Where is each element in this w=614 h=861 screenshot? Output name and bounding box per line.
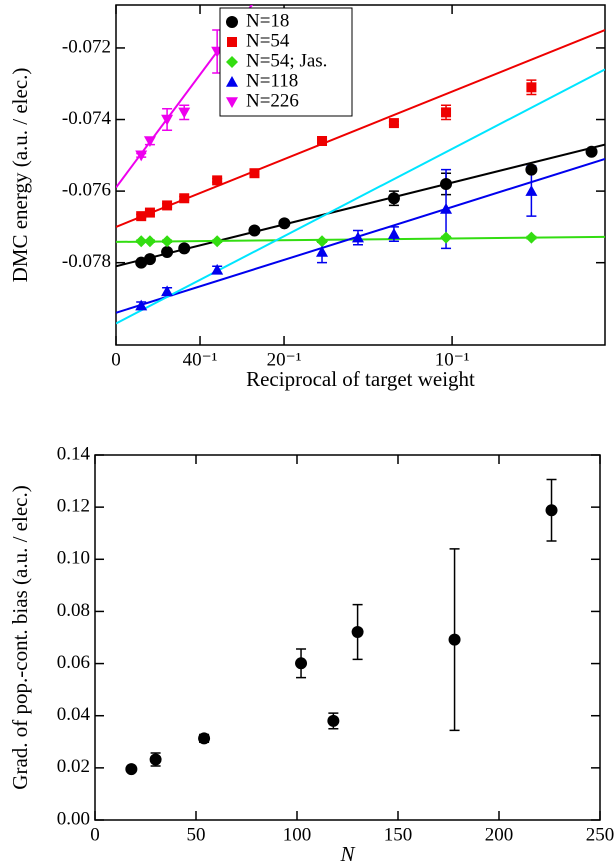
marker — [212, 175, 223, 186]
marker — [278, 217, 291, 230]
marker — [525, 231, 538, 244]
x-axis-label: Reciprocal of target weight — [246, 367, 475, 391]
x-tick-label: 200 — [485, 824, 514, 845]
legend-label: N=54 — [246, 30, 290, 51]
plot-area — [116, 5, 605, 325]
x-tick-label: 50 — [187, 824, 206, 845]
marker — [178, 242, 191, 255]
legend-label: N=18 — [246, 10, 289, 31]
marker — [585, 145, 598, 158]
y-tick-label: 0.12 — [57, 496, 90, 517]
y-tick-label: 0.04 — [57, 704, 91, 725]
marker — [136, 211, 147, 222]
marker — [295, 657, 308, 670]
marker — [135, 235, 148, 248]
marker — [448, 633, 461, 646]
x-tick-label: 0 — [90, 824, 100, 845]
marker — [162, 200, 173, 211]
marker — [161, 285, 174, 297]
marker — [317, 136, 328, 146]
marker — [387, 192, 400, 205]
legend-marker — [226, 56, 238, 68]
marker — [178, 107, 191, 119]
legend-marker — [226, 76, 238, 87]
legend-marker — [226, 97, 238, 108]
marker — [198, 732, 211, 745]
x-axis-label: N — [339, 842, 355, 861]
marker — [388, 118, 399, 129]
marker — [143, 253, 156, 266]
y-axis-label: Grad. of pop.-cont. bias (a.u. / elec.) — [8, 485, 32, 789]
y-tick-label: -0.074 — [62, 108, 112, 129]
marker — [135, 150, 148, 162]
legend-marker — [227, 37, 237, 47]
y-tick-label: -0.078 — [62, 251, 111, 272]
marker — [143, 136, 156, 147]
marker — [149, 753, 162, 766]
x-tick-label: 10⁻¹ — [435, 349, 470, 370]
y-tick-label: 0.06 — [57, 652, 90, 673]
fit-line — [116, 29, 605, 228]
marker — [545, 504, 558, 517]
marker — [440, 231, 453, 244]
marker — [327, 714, 340, 727]
x-tick-label: 150 — [384, 824, 413, 845]
y-tick-label: 0.14 — [57, 443, 91, 464]
marker — [525, 185, 538, 196]
x-tick-label: 0 — [111, 349, 121, 370]
marker — [351, 626, 364, 639]
plot-frame — [94, 454, 601, 821]
x-tick-label: 20⁻¹ — [267, 349, 302, 370]
plot-area — [126, 478, 557, 772]
marker — [248, 224, 261, 237]
legend-box — [219, 7, 353, 117]
y-tick-label: 0.00 — [57, 808, 90, 829]
marker — [316, 235, 329, 248]
y-tick-label: -0.076 — [62, 179, 111, 200]
marker — [161, 114, 174, 126]
marker — [440, 203, 453, 214]
y-tick-label: -0.072 — [62, 36, 111, 57]
marker — [441, 107, 452, 118]
x-tick-label: 250 — [586, 824, 614, 845]
marker — [211, 235, 224, 248]
fit-line — [116, 157, 605, 314]
x-tick-label: 40⁻¹ — [183, 349, 218, 370]
y-tick-label: 0.08 — [57, 600, 90, 621]
legend-label: N=54; Jas. — [246, 50, 327, 71]
legend-label: N=118 — [246, 70, 298, 91]
marker — [387, 228, 400, 239]
fit-line — [116, 68, 605, 325]
y-axis-label: DMC energy (a.u. / elec.) — [8, 68, 32, 283]
marker — [179, 193, 190, 204]
marker — [526, 82, 537, 93]
marker — [143, 235, 156, 248]
marker — [351, 231, 364, 243]
marker — [144, 207, 155, 218]
marker — [161, 245, 174, 258]
marker — [249, 168, 260, 179]
marker — [161, 235, 174, 248]
y-tick-label: 0.02 — [57, 756, 90, 777]
y-tick-label: 0.10 — [57, 548, 90, 569]
legend-label: N=226 — [246, 90, 299, 111]
marker — [440, 177, 453, 190]
marker — [525, 163, 538, 176]
plot-frame — [115, 4, 606, 346]
legend-marker — [226, 16, 238, 28]
marker — [211, 263, 224, 275]
fit-line — [116, 143, 605, 268]
marker — [135, 299, 148, 311]
marker — [125, 763, 138, 776]
x-tick-label: 100 — [283, 824, 312, 845]
marker — [316, 245, 329, 257]
